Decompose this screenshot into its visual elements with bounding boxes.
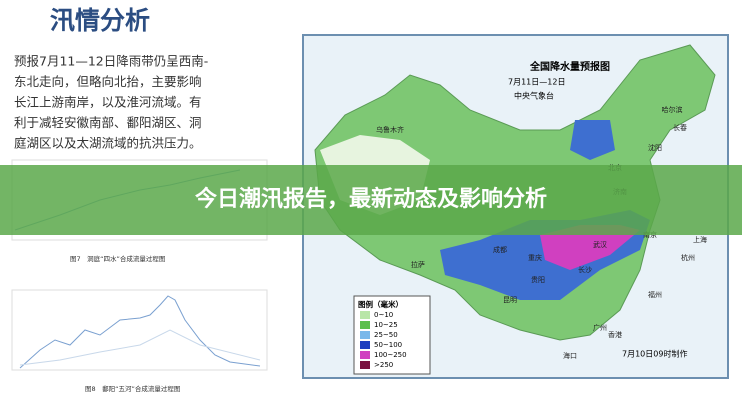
figure-frame — [11, 289, 268, 371]
city-label: 长沙 — [578, 265, 592, 274]
heavy-rain — [540, 225, 640, 270]
city-label: 乌鲁木齐 — [376, 125, 404, 134]
legend-label: 25~50 — [374, 331, 398, 339]
city-label: 贵阳 — [531, 275, 545, 284]
city-label: 重庆 — [528, 253, 542, 262]
rain-band — [570, 120, 615, 160]
figure-line — [19, 295, 261, 369]
map-title: 全国降水量预报图 — [529, 60, 610, 73]
city-label: 哈尔滨 — [662, 105, 683, 114]
paragraph-line: 预报7月11—12日降雨带仍呈西南- — [14, 54, 208, 69]
city-label: 长春 — [673, 123, 687, 132]
legend-label: 50~100 — [374, 341, 402, 349]
city-label: 福州 — [648, 290, 662, 299]
paragraph-line: 长江上游南岸，以及淮河流域。有 — [14, 95, 202, 110]
city-label: 上海 — [693, 235, 707, 244]
legend-label: 0~10 — [374, 311, 393, 319]
banner — [0, 165, 742, 235]
legend-swatch — [360, 351, 370, 359]
city-label: 沈阳 — [648, 143, 662, 152]
doc-title: 汛情分析 — [50, 6, 150, 35]
figure-caption: 图8 鄱阳“五河”合成流量过程图 — [85, 384, 180, 393]
legend-label: 100~250 — [374, 351, 407, 359]
city-label: 广州 — [593, 323, 607, 332]
figure-caption: 图7 洞庭“四水”合成流量过程图 — [70, 254, 165, 263]
legend: 0~10 10~25 25~50 50~100 100~250 >250 — [360, 311, 407, 369]
legend-label: >250 — [374, 361, 393, 369]
city-label: 香港 — [608, 330, 622, 339]
legend-swatch — [360, 331, 370, 339]
legend-swatch — [360, 361, 370, 369]
chart-figure-2 — [11, 289, 268, 371]
map-date: 7月11日—12日 — [508, 78, 565, 87]
banner-text: 今日潮汛报告，最新动态及影响分析 — [195, 186, 547, 212]
city-label: 武汉 — [593, 240, 607, 249]
paragraph-line: 东北走向，但略向北抬，主要影响 — [14, 74, 202, 89]
city-label: 昆明 — [503, 296, 517, 304]
figure-line — [19, 329, 261, 366]
city-label: 成都 — [493, 245, 507, 254]
city-label: 杭州 — [681, 253, 695, 262]
city-label: 拉萨 — [411, 260, 425, 269]
paragraph-line: 庭湖区以及太湖流域的抗洪压力。 — [14, 136, 202, 151]
legend-swatch — [360, 321, 370, 329]
map-source: 中央气象台 — [514, 91, 554, 101]
legend-label: 10~25 — [374, 321, 398, 329]
legend-swatch — [360, 311, 370, 319]
legend-swatch — [360, 341, 370, 349]
paragraph: 预报7月11—12日降雨带仍呈西南- 东北走向，但略向北抬，主要影响长江上游南岸，… — [14, 54, 208, 151]
legend-title: 图例（毫米） — [358, 299, 403, 309]
made-time: 7月10日09时制作 — [622, 349, 687, 359]
paragraph-line: 利于减轻安徽南部、鄱阳湖区、洞 — [14, 115, 202, 130]
city-label: 海口 — [563, 351, 577, 360]
